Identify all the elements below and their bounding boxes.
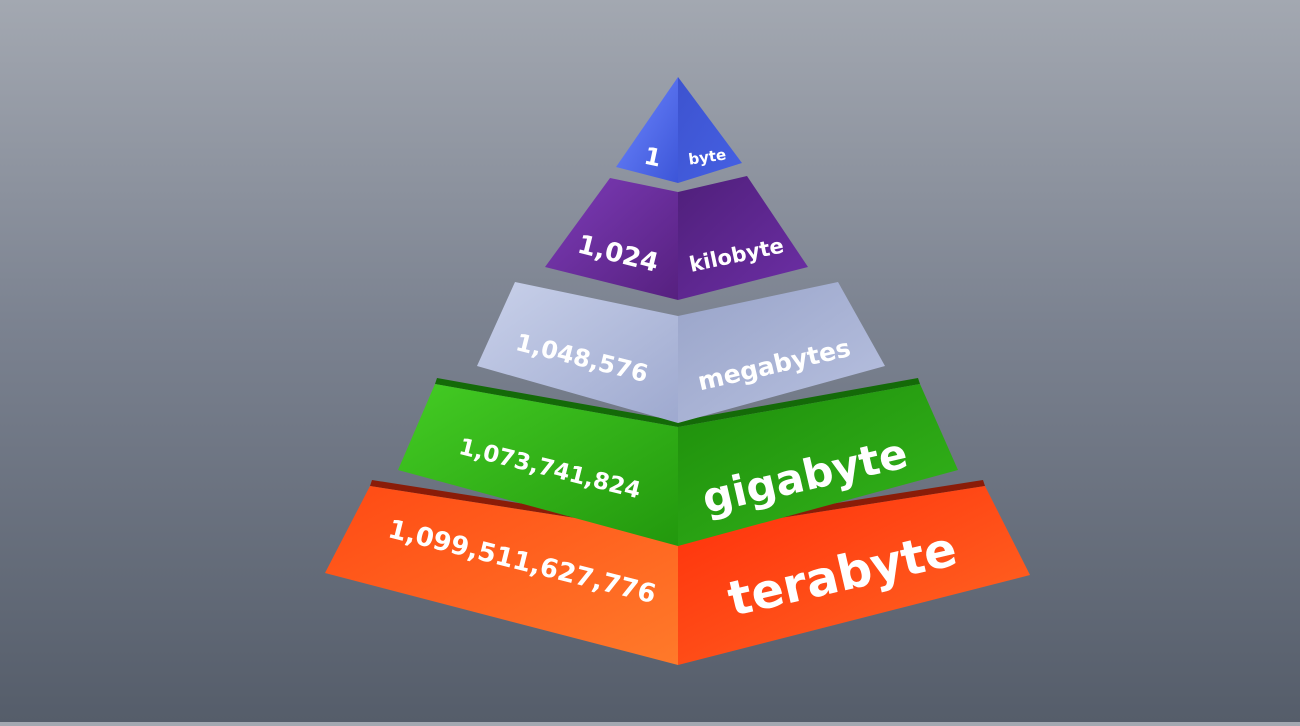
tier-megabytes-right-face [678,282,885,423]
tier-kilobyte: 1,024 kilobyte [545,176,808,300]
tier-terabyte: 1,099,511,627,776 terabyte [325,480,1030,665]
tier-byte-left-face [616,77,678,183]
tier-gigabyte: 1,073,741,824 gigabyte [398,378,958,546]
tier-megabytes-left-face [477,282,678,423]
tier-kilobyte-left-face [545,178,678,300]
tier-megabytes: 1,048,576 megabytes [477,282,885,423]
tier-kilobyte-right-face [678,176,808,300]
tier-byte-right-face [678,77,742,183]
tier-gigabyte-right-face [678,384,958,546]
tier-byte: 1 byte [616,77,742,183]
tier-byte-unit: byte [687,146,727,169]
tier-gigabyte-left-face [398,384,678,546]
tier-terabyte-left-face [325,486,678,665]
tier-byte-number: 1 [642,142,664,173]
tier-terabyte-right-face [678,486,1030,665]
